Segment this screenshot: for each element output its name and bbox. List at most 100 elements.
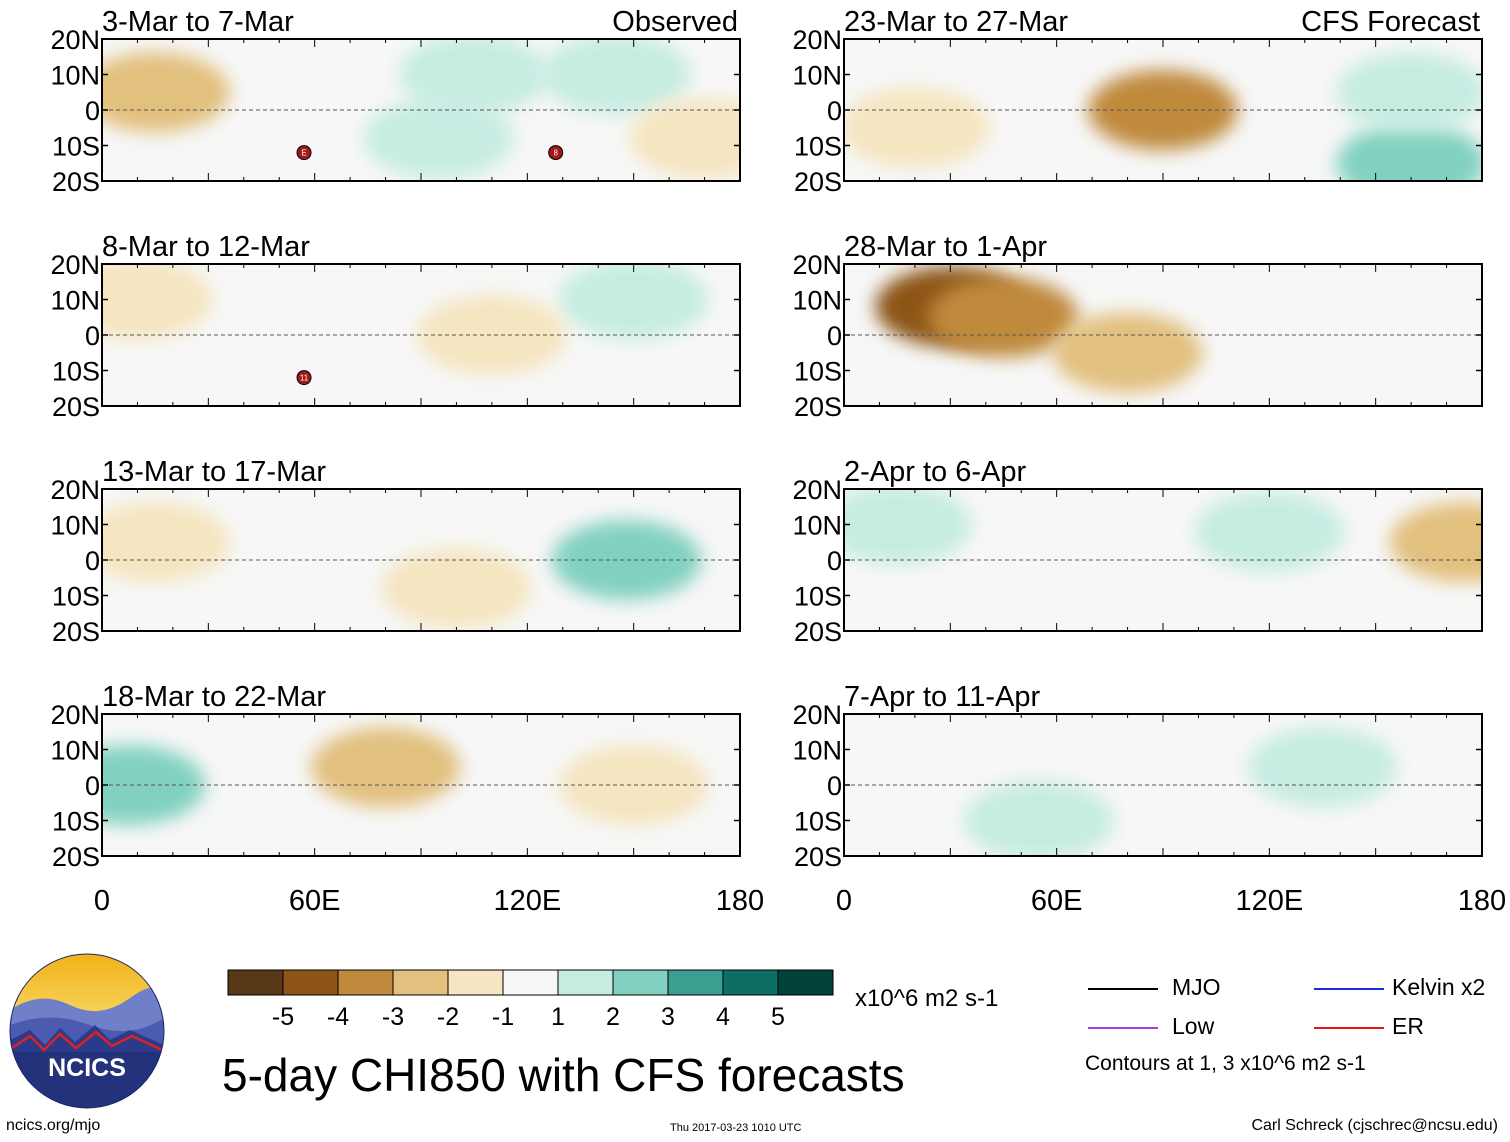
anomaly-region <box>363 98 514 179</box>
colorbar-units: x10^6 m2 s-1 <box>855 985 999 1012</box>
lat-tick-label: 10S <box>52 807 100 837</box>
lat-tick-label: 10S <box>794 582 842 612</box>
colorbar-swatch <box>282 969 339 996</box>
colorbar-swatch <box>227 969 284 996</box>
anomaly-region <box>540 39 691 115</box>
lat-tick-label: 10N <box>792 61 842 91</box>
lat-tick-label: 20N <box>792 250 842 280</box>
colorbar-tick-label: -4 <box>327 1003 349 1031</box>
panel-title: 7-Apr to 11-Apr <box>844 681 1040 713</box>
lat-tick-label: 0 <box>827 546 842 576</box>
lat-tick-label: 0 <box>85 771 100 801</box>
map-panel: 20N 10N 0 10S 20S 2-Apr to 6-Apr <box>792 456 1483 647</box>
colorbar-swatch <box>777 969 834 996</box>
anomaly-region <box>310 727 461 808</box>
panel-title: 18-Mar to 22-Mar <box>102 681 326 713</box>
anomaly-region <box>102 502 231 583</box>
colorbar-tick-label: -3 <box>382 1003 404 1031</box>
colorbar-tick-label: -2 <box>437 1003 459 1031</box>
storm-marker-label: 11 <box>300 374 309 383</box>
lon-tick-label: 120E <box>493 885 561 917</box>
column-label: CFS Forecast <box>1301 6 1480 38</box>
lat-tick-label: 20S <box>52 392 100 422</box>
legend-label-low: Low <box>1172 1013 1215 1039</box>
ncics-logo: NCICS <box>9 953 165 1109</box>
legend-label-er: ER <box>1392 1013 1424 1039</box>
lat-tick-label: 0 <box>827 321 842 351</box>
colorbar-tick-label: 5 <box>771 1003 785 1031</box>
anomaly-region <box>558 264 709 340</box>
legend-label-mjo: MJO <box>1172 974 1221 1000</box>
site-link[interactable]: ncics.org/mjo <box>6 1117 101 1134</box>
anomaly-region <box>381 548 532 629</box>
lat-tick-label: 20S <box>52 842 100 872</box>
panel-title: 2-Apr to 6-Apr <box>844 456 1026 488</box>
colorbar-swatch <box>722 969 779 996</box>
anomaly-region <box>844 489 973 565</box>
page-title: 5-day CHI850 with CFS forecasts <box>222 1049 905 1101</box>
colorbar-swatch <box>612 969 669 996</box>
storm-marker-label: E <box>301 149 306 158</box>
storm-marker <box>548 145 564 161</box>
anomaly-region <box>844 87 990 168</box>
lat-tick-label: 10N <box>792 736 842 766</box>
anomaly-region <box>1389 502 1482 583</box>
lat-tick-label: 10S <box>52 582 100 612</box>
colorbar-swatch <box>502 969 559 996</box>
anomaly-region <box>1336 123 1482 181</box>
lat-tick-label: 20N <box>792 700 842 730</box>
colorbar-tick-label: 3 <box>661 1003 675 1031</box>
lat-tick-label: 20N <box>792 475 842 505</box>
lon-tick-label: 180 <box>1458 885 1506 917</box>
lat-tick-label: 10S <box>794 807 842 837</box>
lat-tick-label: 10N <box>50 61 100 91</box>
lat-tick-label: 20N <box>50 700 100 730</box>
storm-marker <box>296 370 312 386</box>
legend-line-er <box>1314 1027 1384 1029</box>
anomaly-region <box>102 52 231 133</box>
map-panel: 20N 10N 0 10S 20S 13-Mar to 17-Mar <box>50 456 741 647</box>
anomaly-region <box>399 39 550 115</box>
lon-tick-label: 180 <box>716 885 764 917</box>
lat-tick-label: 20N <box>792 25 842 55</box>
colorbar-swatch <box>667 969 724 996</box>
anomaly-region <box>928 277 1079 358</box>
lat-tick-label: 0 <box>827 96 842 126</box>
map-panel: 20N 10N 0 10S 20S 23-Mar to 27-Mar CFS Forecas… <box>792 6 1483 197</box>
map-panel: 20N 10N 0 10S 20S 18-Mar to 22-Mar 0 60E 120E 180 <box>50 681 764 917</box>
colorbar-tick-label: 2 <box>606 1003 620 1031</box>
lat-tick-label: 20N <box>50 475 100 505</box>
anomaly-region <box>1052 312 1203 393</box>
panel-title: 28-Mar to 1-Apr <box>844 231 1047 263</box>
lat-tick-label: 20N <box>50 25 100 55</box>
panel-title: 8-Mar to 12-Mar <box>102 231 310 263</box>
anomaly-region <box>551 520 702 600</box>
lat-tick-label: 0 <box>85 546 100 576</box>
map-panel: E 8 20N 10N 0 10S 20S 3-Mar to 7-Mar Observed <box>50 6 741 197</box>
colorbar-swatch <box>337 969 394 996</box>
lon-tick-label: 0 <box>94 885 110 917</box>
anomaly-region <box>1194 491 1345 572</box>
lat-tick-label: 10N <box>50 736 100 766</box>
lat-tick-label: 10S <box>794 357 842 387</box>
lat-tick-label: 10N <box>792 511 842 541</box>
anomaly-region <box>102 264 213 340</box>
storm-marker-label: 8 <box>553 149 558 158</box>
colorbar-tick-label: 4 <box>716 1003 730 1031</box>
anomaly-region <box>558 745 709 825</box>
panel-title: 23-Mar to 27-Mar <box>844 6 1068 38</box>
colorbar: -5 -4 -3 -2 -1 1 2 3 4 5 <box>227 969 834 1031</box>
lon-tick-label: 60E <box>1031 885 1083 917</box>
column-label: Observed <box>612 6 738 38</box>
colorbar-tick-label: 1 <box>551 1003 565 1031</box>
map-panel: 20N 10N 0 10S 20S 7-Apr to 11-Apr 0 60E 120E 180 <box>792 681 1506 917</box>
lat-tick-label: 0 <box>85 321 100 351</box>
lat-tick-label: 20S <box>794 167 842 197</box>
storm-marker <box>296 145 312 161</box>
lon-tick-label: 60E <box>289 885 341 917</box>
contour-note: Contours at 1, 3 x10^6 m2 s-1 <box>1085 1052 1366 1075</box>
lat-tick-label: 20S <box>52 167 100 197</box>
lon-tick-label: 0 <box>836 885 852 917</box>
colorbar-swatch <box>392 969 449 996</box>
